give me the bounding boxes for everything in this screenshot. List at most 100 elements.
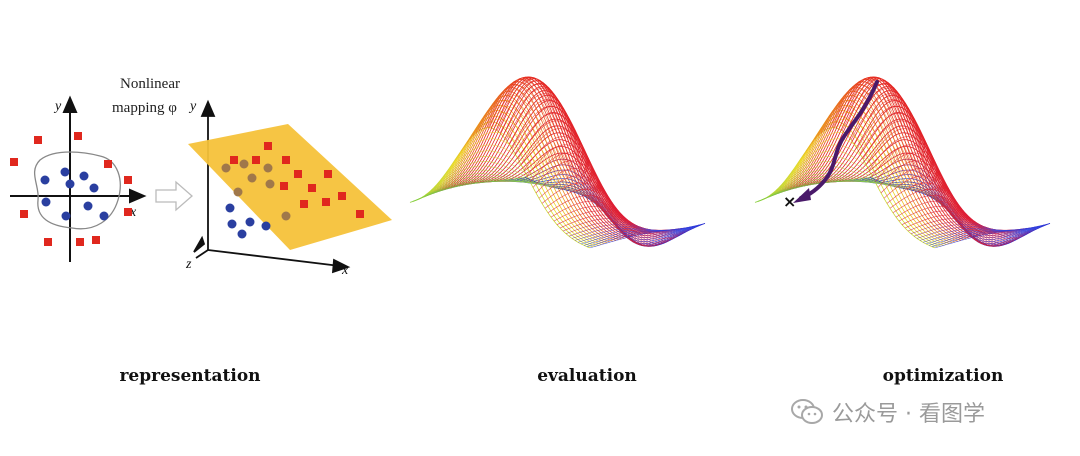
surface-mesh-line: [829, 77, 946, 208]
surface-mesh-line: [916, 226, 1033, 239]
surface-mesh-line: [787, 150, 904, 189]
surface-mesh-line: [778, 165, 895, 188]
feature-axis-y-label: y: [188, 99, 197, 114]
surface-mesh-line: [889, 189, 1006, 246]
surface-mesh-line: [544, 189, 661, 246]
surface-mesh-line: [913, 224, 1030, 237]
class-squares-2d: [10, 132, 132, 246]
surface-mesh-line: [871, 144, 988, 246]
surface-mesh-line: [535, 168, 652, 247]
surface-mesh-line: [793, 138, 910, 190]
surface-mesh-line: [850, 93, 967, 231]
optimization-path: [799, 80, 879, 200]
surface-mesh-line: [835, 76, 952, 214]
feature-axis-x-label: x: [341, 263, 349, 278]
input-axis-x-label: x: [129, 205, 137, 220]
surface-mesh-line: [475, 85, 592, 201]
class-squares-3d: [230, 142, 364, 218]
watermark-text: 公众号 · 看图学: [832, 402, 985, 427]
separating-plane: [188, 124, 392, 250]
surface-mesh-line: [484, 77, 601, 208]
surface-mesh-line: [556, 210, 673, 241]
surface-mesh-line: [784, 155, 901, 188]
surface-mesh-line: [427, 173, 544, 194]
surface-mesh-line: [910, 221, 1027, 237]
surface-mesh-line: [886, 182, 1003, 247]
surface-mesh-line: [892, 195, 1009, 245]
surface-mesh-line: [523, 136, 640, 245]
surface-mesh-line: [487, 76, 604, 211]
surface-mesh-line: [550, 200, 667, 244]
surface-mesh-line: [934, 223, 1051, 249]
surface-mesh-line: [538, 175, 655, 247]
surface-mesh-line: [511, 105, 628, 236]
surface-mesh-line: [476, 105, 657, 233]
watermark: 公众号 · 看图学: [790, 396, 985, 428]
surface-mesh-line: [517, 120, 634, 241]
surface-mesh-line: [508, 99, 625, 234]
surface-mesh-line: [571, 226, 688, 239]
surface-mesh-line: [478, 81, 595, 203]
surface-mesh-line: [919, 227, 1036, 241]
surface-mesh-line: [562, 218, 679, 238]
surface-mesh-line: [883, 175, 1000, 247]
surface-mesh-line: [895, 200, 1012, 244]
surface-mesh-line: [574, 227, 691, 241]
surface-mesh-line: [775, 169, 892, 191]
surface-mesh-line: [580, 226, 697, 245]
input-axis-y-label: y: [53, 99, 62, 114]
minimum-marker: ×: [783, 192, 796, 211]
surface-mesh-line: [444, 77, 625, 239]
surface-mesh-line: [568, 224, 685, 237]
surface-mesh-line: [859, 113, 976, 239]
surface-mesh-line: [589, 223, 706, 249]
surface-mesh-line: [856, 105, 973, 236]
surface-mesh-line: [904, 214, 1021, 240]
surface-mesh-line: [547, 195, 664, 245]
surface-mesh-line: [821, 105, 1002, 233]
surface-mesh-line: [436, 161, 553, 188]
surface-mesh-line: [853, 99, 970, 234]
surface-mesh-line: [526, 144, 643, 246]
mapping-label-line2: mapping φ: [112, 100, 177, 116]
surface-mesh-line: [874, 152, 991, 247]
representation-panel: y x Nonlinear mapping φ y x z: [10, 76, 392, 278]
surface-mesh-line: [583, 225, 700, 246]
surface-mesh-line: [529, 152, 646, 247]
surface-mesh-line: [922, 228, 1039, 243]
surface-mesh-line: [781, 161, 898, 188]
optimization-surface: ×: [754, 76, 1051, 249]
surface-mesh-line: [820, 85, 937, 201]
surface-mesh-line: [514, 113, 631, 239]
surface-mesh-line: [880, 168, 997, 247]
caption-representation: representation: [119, 366, 261, 386]
surface-mesh-line: [559, 214, 676, 240]
surface-mesh-line: [424, 176, 541, 196]
surface-mesh-line: [799, 125, 916, 192]
class-circles-2d: [40, 167, 109, 221]
feature-space-axes: [193, 99, 351, 274]
surface-mesh-line: [925, 226, 1042, 245]
surface-mesh-line: [898, 205, 1015, 242]
surface-mesh-line: [838, 78, 955, 218]
surface-mesh-line: [907, 218, 1024, 238]
surface-mesh-line: [901, 210, 1018, 241]
surface-mesh-line: [505, 93, 622, 231]
nonlinear-boundary: [33, 151, 121, 230]
surface-mesh-line: [832, 76, 949, 211]
surface-mesh-line: [421, 178, 537, 198]
surface-mesh-line: [553, 205, 670, 242]
surface-mesh-line: [454, 125, 571, 192]
surface-mesh-line: [502, 88, 619, 227]
mapping-label-line1: Nonlinear: [120, 76, 180, 92]
optimization-arrowhead: [793, 188, 811, 203]
surface-mesh-line: [796, 131, 913, 191]
surface-mesh-line: [862, 120, 979, 241]
surface-mesh-line: [868, 136, 985, 245]
surface-mesh-line: [577, 228, 694, 243]
surface-mesh-line: [442, 150, 559, 189]
class-circles-3d: [221, 159, 291, 239]
surface-mesh-line: [520, 128, 637, 243]
surface-mesh-line: [789, 77, 970, 239]
input-space-axes: [10, 95, 147, 262]
